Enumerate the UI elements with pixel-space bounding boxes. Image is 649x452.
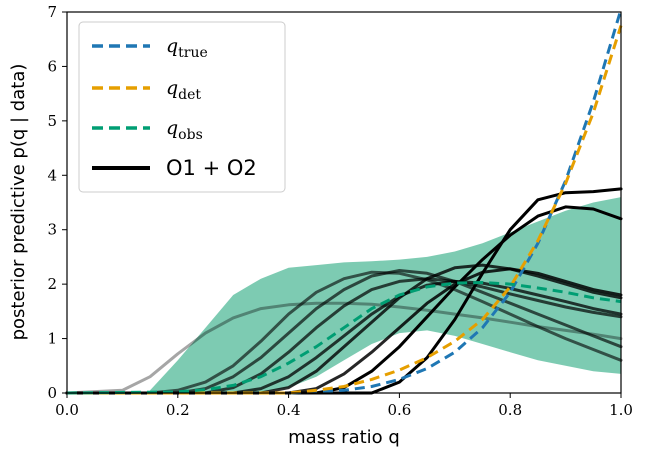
series-q-obs	[66, 281, 622, 395]
y-tick-label: 4	[47, 166, 57, 184]
x-tick-label: 0.4	[277, 401, 301, 419]
series-posterior-draw-9	[65, 267, 623, 395]
legend: qtrue qdet qobs O1 + O2	[78, 21, 286, 193]
plot-frame	[66, 11, 622, 394]
x-ticks: 0.0 0.2 0.4 0.6 0.8 1.0	[55, 393, 633, 419]
legend-label: O1 + O2	[166, 156, 257, 180]
x-tick-label: 1.0	[609, 401, 633, 419]
credible-band	[150, 197, 621, 393]
legend-items: qtrue qdet qobs O1 + O2	[92, 35, 257, 180]
series-layer	[65, 8, 623, 395]
legend-label: qtrue	[166, 35, 208, 61]
legend-label: qdet	[166, 77, 201, 103]
series-posterior-draw-5	[65, 269, 623, 395]
y-tick-label: 3	[47, 221, 57, 239]
series-q-det	[67, 25, 623, 395]
x-tick-label: 0.0	[55, 401, 79, 419]
series-posterior-draw-6	[65, 277, 623, 395]
y-tick-label: 0	[47, 384, 57, 402]
series-o1-o2	[65, 187, 623, 395]
y-axis-label: posterior predictive p(q | data)	[8, 64, 29, 341]
x-tick-label: 0.6	[387, 401, 411, 419]
legend-frame	[78, 21, 286, 193]
legend-label: qobs	[166, 117, 203, 143]
x-tick-label: 0.2	[166, 401, 190, 419]
y-tick-label: 5	[47, 112, 57, 130]
y-tick-label: 6	[47, 57, 57, 75]
series-posterior-draw-4	[65, 270, 623, 395]
series-q-true	[67, 8, 623, 395]
y-tick-label: 2	[47, 275, 57, 293]
y-tick-label: 7	[47, 3, 57, 21]
series-posterior-draw-8	[65, 263, 623, 395]
x-tick-label: 0.8	[498, 401, 522, 419]
credible-band-layer	[150, 197, 621, 393]
plot-area	[65, 8, 623, 395]
x-axis-label: mass ratio q	[288, 427, 400, 448]
y-ticks: 0 1 2 3 4 5 6 7	[47, 3, 67, 402]
y-tick-label: 1	[47, 330, 57, 348]
